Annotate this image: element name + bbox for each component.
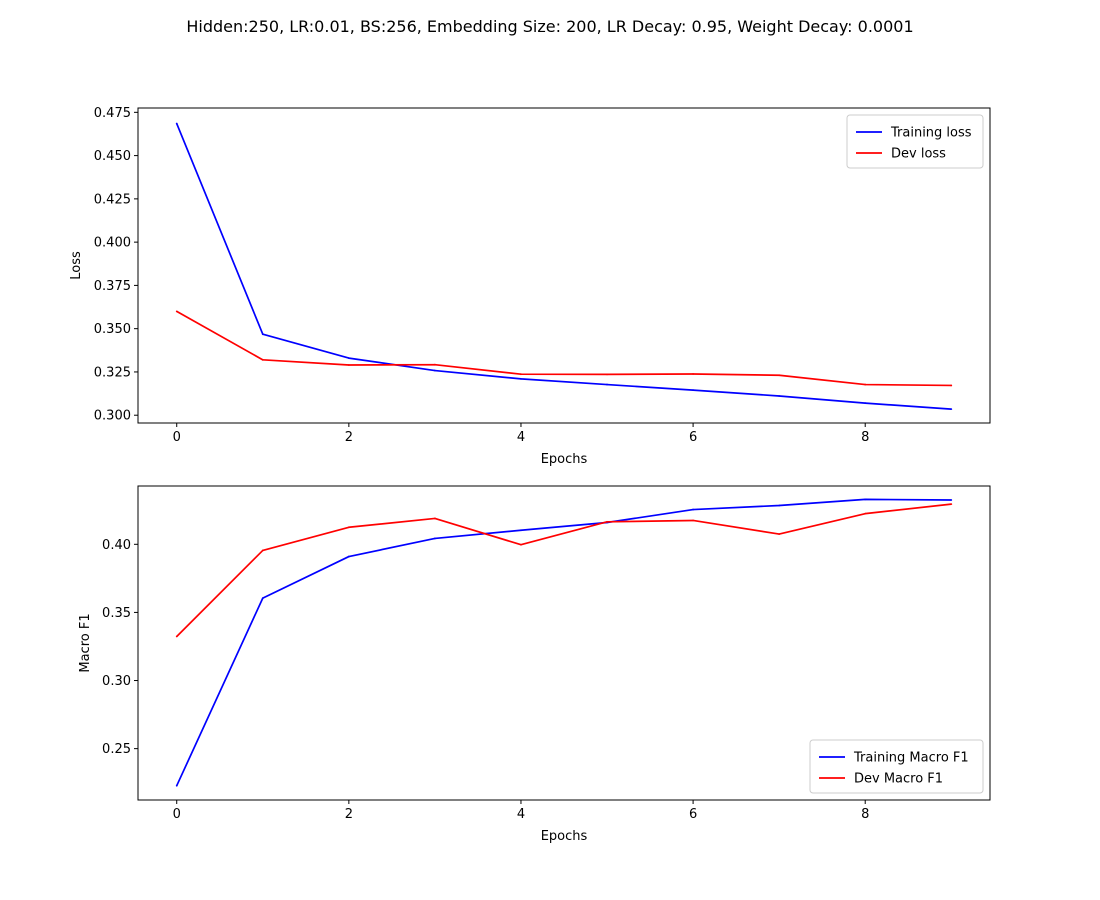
loss-y-tick-label: 0.375 (94, 279, 131, 294)
macro-f1-x-axis-label: Epochs (541, 829, 588, 844)
loss-training-data-point (261, 333, 264, 336)
macro-f1-legend-box (809, 739, 984, 794)
loss-legend-dev-label: Dev loss (891, 147, 946, 162)
loss-training-data-point (950, 408, 953, 411)
loss-y-tick-label: 0.325 (94, 365, 131, 380)
loss-y-tick-label: 0.475 (94, 106, 131, 121)
macro-f1-training-series-line (175, 498, 952, 787)
loss-dev-data-point (692, 373, 694, 375)
loss-y-tick-label: 0.425 (94, 192, 131, 207)
loss-x-tick-label: 8 (861, 430, 869, 445)
loss-y-tick-label: 0.400 (94, 236, 131, 251)
macro-f1-training-data-point (520, 529, 522, 532)
macro-f1-training-data-point (434, 537, 436, 540)
macro-f1-training-data-point (175, 784, 178, 787)
macro-f1-y-tick-label: 0.40 (102, 538, 131, 553)
macro-f1-x-tick-label: 0 (173, 807, 181, 822)
loss-dev-data-point (434, 363, 436, 366)
loss-legend-training-label: Training loss (890, 126, 972, 141)
loss-dev-data-point (520, 373, 522, 376)
loss-y-tick-label: 0.350 (94, 322, 131, 337)
macro-f1-y-tick-label: 0.25 (102, 742, 131, 757)
loss-dev-series-line (176, 310, 952, 387)
macro-f1-dev-data-point (347, 526, 350, 529)
macro-f1-y-tick-label: 0.35 (102, 606, 131, 621)
macro-f1-x-tick-label: 6 (689, 807, 697, 822)
loss-legend-box (846, 114, 984, 169)
loss-y-tick-label: 0.300 (94, 409, 131, 424)
macro-f1-training-data-point (950, 499, 953, 501)
macro-f1-legend-training-label: Training Macro F1 (853, 751, 969, 766)
loss-dev-data-point (347, 364, 350, 366)
macro-f1-y-axis-label: Macro F1 (78, 613, 93, 672)
macro-f1-dev-data-point (864, 512, 867, 515)
macro-f1-training-data-point (778, 504, 781, 507)
loss-dev-data-point (606, 373, 608, 376)
macro-f1-dev-data-point (261, 549, 264, 552)
loss-dev-data-point (950, 384, 953, 387)
loss-x-tick-label: 4 (517, 430, 525, 445)
macro-f1-dev-data-point (606, 520, 608, 523)
loss-y-tick-label: 0.450 (94, 149, 131, 164)
macro-f1-subplot: 0 2 4 6 8 0.25 0.30 0.35 0.40 Epochs Macro F1 Train… (78, 485, 991, 844)
loss-subplot: 0 2 4 6 8 0.300 0.325 0.350 0.375 0.400 0.425 0.450… (69, 106, 991, 467)
loss-dev-data-point (778, 374, 781, 377)
macro-f1-axes-frame (137, 485, 991, 801)
loss-dev-data-point (175, 310, 178, 313)
loss-x-axis-label: Epochs (541, 452, 588, 467)
macro-f1-y-tick-label: 0.30 (102, 674, 131, 689)
loss-training-data-point (175, 122, 178, 125)
macro-f1-training-data-point (261, 597, 264, 600)
loss-x-tick-label: 2 (345, 430, 353, 445)
loss-training-data-point (520, 377, 522, 380)
loss-training-data-point (347, 357, 350, 359)
loss-training-data-point (864, 402, 867, 404)
loss-x-tick-label: 6 (689, 430, 697, 445)
loss-axes-frame (137, 107, 991, 424)
loss-training-series-line (175, 123, 952, 410)
macro-f1-dev-data-point (175, 635, 178, 638)
macro-f1-dev-data-point (692, 519, 694, 522)
macro-f1-legend-dev-label: Dev Macro F1 (854, 772, 943, 787)
macro-f1-dev-data-point (520, 543, 522, 546)
macro-f1-x-tick-label: 8 (861, 807, 869, 822)
macro-f1-training-data-point (692, 508, 694, 511)
macro-f1-training-data-point (347, 555, 350, 558)
macro-f1-training-data-point (864, 498, 867, 501)
macro-f1-dev-data-point (778, 533, 781, 535)
figure-suptitle: Hidden:250, LR:0.01, BS:256, Embedding S… (186, 17, 913, 36)
loss-training-data-point (434, 369, 436, 372)
macro-f1-x-tick-label: 4 (517, 807, 525, 822)
loss-dev-data-point (864, 383, 867, 386)
macro-f1-dev-series-line (176, 503, 952, 638)
macro-f1-dev-data-point (950, 503, 953, 506)
loss-y-axis-label: Loss (69, 251, 84, 280)
loss-x-tick-label: 0 (173, 430, 181, 445)
loss-training-data-point (606, 383, 608, 386)
macro-f1-x-tick-label: 2 (345, 807, 353, 822)
loss-training-data-point (778, 395, 781, 397)
loss-training-data-point (692, 389, 694, 392)
macro-f1-dev-data-point (434, 517, 436, 520)
loss-dev-data-point (261, 358, 264, 361)
